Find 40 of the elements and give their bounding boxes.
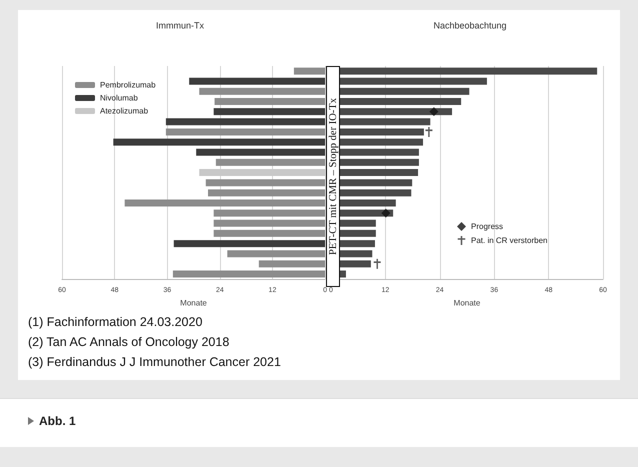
- bar: [208, 189, 326, 196]
- bar: [113, 138, 326, 146]
- text: (2) Tan AC Annals of Oncology 2018: [28, 334, 230, 351]
- point: [381, 208, 390, 218]
- bar: [166, 128, 326, 136]
- x-axis-title: Monate: [180, 298, 208, 308]
- bar: [214, 210, 326, 217]
- legend-label: Progress: [471, 222, 504, 231]
- bar: [294, 68, 326, 75]
- chart-title: Nachbeobachtung: [433, 20, 507, 30]
- bar: [199, 88, 326, 95]
- legend-label: Atezolizumab: [100, 106, 149, 116]
- bar: [199, 169, 326, 176]
- legend-label: Pembrolizumab: [100, 80, 156, 90]
- bar: [214, 220, 326, 227]
- bar: [206, 179, 326, 186]
- chart-title: Immmun-Tx: [156, 20, 204, 30]
- legend-label: Nivolumab: [100, 94, 138, 102]
- bar: [258, 260, 326, 268]
- bar: [124, 199, 326, 206]
- bar: [174, 240, 326, 248]
- bar: [214, 108, 326, 116]
- bar: [166, 118, 326, 126]
- x-axis-title: Monate: [454, 298, 481, 308]
- bar: [189, 78, 326, 85]
- text: (3) Ferdinandus J J Immunother Cancer 2021: [28, 354, 281, 371]
- legend-label: Pat. in CR verstorben: [471, 236, 548, 245]
- point: [374, 258, 381, 269]
- bar: [196, 148, 326, 156]
- point: [429, 107, 438, 116]
- point: [425, 126, 432, 137]
- annotation: PET-CT mit CMR – Stopp der IO-Tx: [328, 98, 338, 255]
- caption: Abb. 1: [39, 414, 76, 428]
- bar: [227, 250, 326, 258]
- bar: [214, 98, 326, 106]
- bar: [214, 230, 326, 237]
- bar: [216, 158, 326, 166]
- text-box: PET-CT mit CMR – Stopp der IO-Tx: [326, 66, 340, 287]
- text: (1) Fachinformation 24.03.2020: [28, 314, 204, 331]
- bar: [172, 270, 326, 278]
